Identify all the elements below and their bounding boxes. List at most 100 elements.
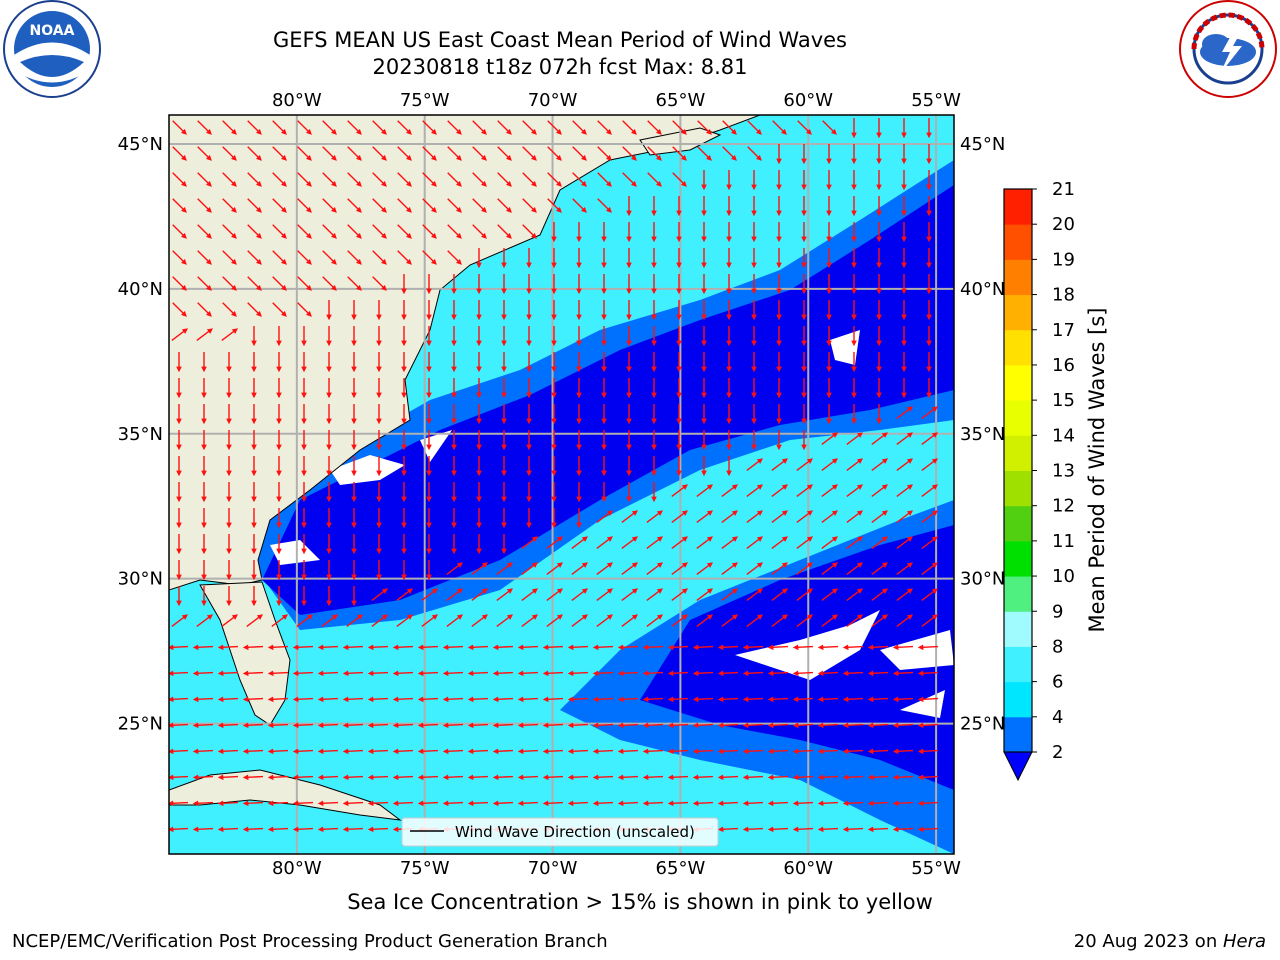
wave-direction-arrow bbox=[617, 722, 639, 729]
colorbar-segment bbox=[1004, 224, 1032, 260]
colorbar-tick-label: 12 bbox=[1052, 496, 1075, 517]
wave-direction-arrow bbox=[717, 748, 739, 755]
wave-direction-arrow bbox=[892, 696, 914, 703]
wave-direction-arrow bbox=[397, 198, 412, 213]
wave-direction-arrow bbox=[247, 146, 262, 161]
wave-direction-arrow bbox=[522, 172, 537, 187]
wave-direction-arrow bbox=[546, 588, 563, 601]
wave-direction-arrow bbox=[547, 172, 562, 187]
wave-direction-arrow bbox=[242, 670, 264, 677]
wave-direction-arrow bbox=[367, 722, 389, 729]
wave-direction-arrow bbox=[467, 644, 489, 651]
wave-direction-arrow bbox=[921, 432, 938, 445]
wave-direction-arrow bbox=[796, 614, 813, 627]
lat-labels-left: 45°N 40°N 35°N 30°N 25°N bbox=[118, 134, 163, 735]
wave-direction-arrow bbox=[592, 800, 614, 807]
missing-data-patch bbox=[830, 330, 860, 365]
wave-direction-arrow bbox=[367, 826, 389, 833]
wave-direction-arrow bbox=[746, 614, 763, 627]
wave-direction-arrow bbox=[867, 748, 889, 755]
wave-direction-arrow bbox=[767, 826, 789, 833]
wave-direction-arrow bbox=[767, 644, 789, 651]
map-legend: Wind Wave Direction (unscaled) bbox=[401, 817, 719, 847]
wave-direction-arrow bbox=[621, 562, 638, 575]
wave-direction-arrow bbox=[422, 172, 437, 187]
wave-direction-arrow bbox=[667, 748, 689, 755]
wave-direction-arrow bbox=[342, 644, 364, 651]
wave-direction-arrow bbox=[697, 120, 712, 135]
wave-direction-arrow bbox=[371, 614, 388, 627]
wave-direction-arrow bbox=[169, 722, 189, 729]
wave-direction-arrow bbox=[796, 458, 813, 471]
wave-direction-arrow bbox=[596, 536, 613, 549]
wave-direction-arrow bbox=[297, 172, 312, 187]
wave-direction-arrow bbox=[267, 800, 289, 807]
wave-direction-arrow bbox=[742, 722, 764, 729]
wave-direction-arrow bbox=[217, 696, 239, 703]
lon-label-bottom: 55°W bbox=[911, 858, 961, 879]
wave-direction-arrow bbox=[771, 484, 788, 497]
wave-direction-arrow bbox=[767, 722, 789, 729]
wave-direction-arrow bbox=[921, 406, 938, 419]
wave-direction-arrow bbox=[921, 458, 938, 471]
wave-direction-arrow bbox=[297, 302, 312, 317]
wave-direction-arrow bbox=[471, 588, 488, 601]
colorbar-segment bbox=[1004, 611, 1032, 647]
wave-direction-arrow bbox=[317, 748, 339, 755]
wave-direction-arrow bbox=[671, 536, 688, 549]
wave-direction-arrow bbox=[271, 614, 288, 627]
wave-direction-arrow bbox=[717, 696, 739, 703]
wave-direction-arrow bbox=[917, 670, 939, 677]
wave-direction-arrow bbox=[742, 800, 764, 807]
wave-direction-arrow bbox=[496, 588, 513, 601]
wave-direction-arrow bbox=[547, 198, 562, 213]
lat-label-right: 45°N bbox=[960, 134, 1005, 155]
colorbar-segment bbox=[1004, 259, 1032, 296]
wave-direction-arrow bbox=[222, 146, 237, 161]
wave-direction-arrow bbox=[771, 588, 788, 601]
wave-direction-arrow bbox=[197, 302, 212, 317]
wave-direction-arrow bbox=[517, 774, 539, 781]
lon-labels-bottom: 80°W 75°W 70°W 65°W 60°W 55°W bbox=[272, 858, 961, 879]
wave-direction-arrow bbox=[472, 146, 487, 161]
colorbar-tick-label: 13 bbox=[1052, 461, 1075, 482]
wave-direction-arrow bbox=[722, 146, 737, 161]
wave-direction-arrow bbox=[292, 826, 314, 833]
wave-direction-arrow bbox=[492, 670, 514, 677]
nws-logo bbox=[1179, 0, 1277, 98]
lon-label-bottom: 75°W bbox=[400, 858, 450, 879]
wave-direction-arrow bbox=[642, 774, 664, 781]
wave-direction-arrow bbox=[817, 826, 839, 833]
wave-direction-arrow bbox=[892, 670, 914, 677]
colorbar-segment bbox=[1004, 576, 1032, 612]
wave-direction-arrow bbox=[842, 800, 864, 807]
wave-direction-arrow bbox=[671, 588, 688, 601]
wave-direction-arrow bbox=[597, 146, 612, 161]
wave-direction-arrow bbox=[472, 172, 487, 187]
wave-direction-arrow bbox=[767, 748, 789, 755]
wind-wave-arrows bbox=[169, 118, 939, 833]
wave-direction-arrow bbox=[267, 696, 289, 703]
wave-direction-arrow bbox=[397, 146, 412, 161]
wave-direction-arrow bbox=[642, 644, 664, 651]
wave-direction-arrow bbox=[696, 510, 713, 523]
wave-direction-arrow bbox=[821, 562, 838, 575]
wave-direction-arrow bbox=[767, 800, 789, 807]
wave-direction-arrow bbox=[642, 722, 664, 729]
wave-direction-arrow bbox=[842, 696, 864, 703]
wave-direction-arrow bbox=[371, 588, 388, 601]
wave-direction-arrow bbox=[917, 748, 939, 755]
wave-direction-arrow bbox=[767, 670, 789, 677]
lat-label-right: 40°N bbox=[960, 279, 1005, 300]
wave-direction-arrow bbox=[597, 120, 612, 135]
wave-direction-arrow bbox=[771, 536, 788, 549]
wave-direction-arrow bbox=[572, 146, 587, 161]
wave-direction-arrow bbox=[696, 484, 713, 497]
wave-direction-arrow bbox=[571, 562, 588, 575]
wave-direction-arrow bbox=[192, 774, 214, 781]
wave-direction-arrow bbox=[846, 588, 863, 601]
wave-direction-arrow bbox=[342, 722, 364, 729]
wave-direction-arrow bbox=[197, 198, 212, 213]
lat-label-right: 25°N bbox=[960, 714, 1005, 735]
missing-data-patch bbox=[270, 540, 320, 565]
